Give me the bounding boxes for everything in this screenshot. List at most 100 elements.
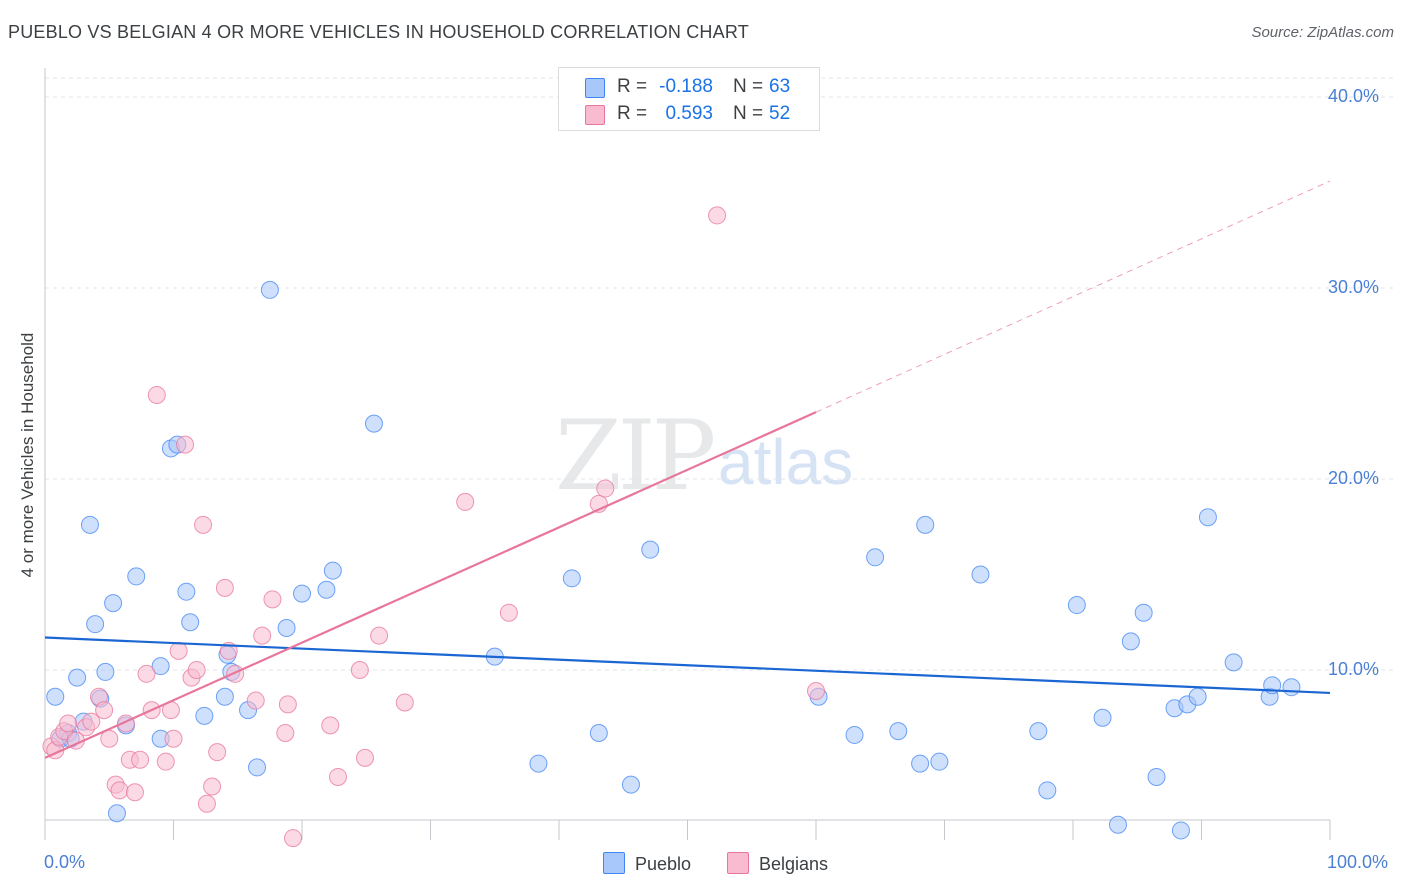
point-belgians-40	[321, 716, 340, 735]
point-pueblo-40	[866, 548, 885, 567]
trendline-extension-belgians	[815, 180, 1331, 413]
point-belgians-12	[110, 781, 129, 800]
x-tick-label-100: 100.0%	[1327, 852, 1389, 872]
chart-title: PUEBLO VS BELGIAN 4 OR MORE VEHICLES IN …	[8, 22, 749, 42]
point-belgians-42	[350, 661, 369, 679]
point-belgians-41	[328, 767, 347, 786]
point-pueblo-33	[529, 754, 548, 773]
point-pueblo-42	[911, 754, 930, 773]
point-pueblo-51	[1121, 632, 1140, 651]
point-pueblo-53	[1147, 767, 1166, 786]
point-belgians-34	[246, 691, 265, 710]
point-belgians-49	[596, 479, 615, 498]
point-belgians-38	[278, 695, 297, 714]
n-label: N =	[733, 76, 764, 97]
trendline-belgians	[44, 411, 817, 759]
point-belgians-36	[263, 590, 282, 609]
point-belgians-47	[499, 603, 518, 622]
n-value-belgians: 52	[769, 103, 791, 124]
point-pueblo-26	[260, 280, 279, 299]
point-pueblo-45	[971, 565, 990, 584]
point-belgians-50	[708, 206, 727, 225]
legend-label-pueblo: Pueblo	[635, 854, 692, 874]
point-pueblo-30	[323, 561, 342, 580]
point-pueblo-13	[127, 567, 146, 586]
point-belgians-26	[187, 661, 206, 679]
point-pueblo-44	[930, 752, 949, 771]
point-belgians-37	[276, 724, 295, 743]
point-pueblo-59	[1224, 653, 1243, 672]
point-pueblo-34	[562, 569, 581, 588]
point-pueblo-27	[277, 618, 296, 637]
r-value-belgians: 0.593	[665, 103, 713, 124]
point-belgians-29	[203, 777, 222, 796]
watermark-atlas: atlas	[718, 426, 854, 498]
point-belgians-10	[100, 729, 119, 748]
point-pueblo-43	[916, 515, 935, 534]
point-pueblo-4	[68, 668, 87, 687]
point-pueblo-11	[107, 804, 126, 823]
point-pueblo-62	[1282, 678, 1301, 697]
point-pueblo-10	[104, 594, 123, 613]
point-pueblo-7	[86, 615, 105, 634]
point-pueblo-49	[1093, 708, 1112, 727]
trendline-pueblo	[44, 636, 1331, 695]
y-tick-label-40: 40.0%	[1328, 86, 1380, 106]
point-belgians-4	[59, 714, 78, 733]
point-pueblo-58	[1198, 508, 1217, 527]
point-pueblo-9	[96, 662, 115, 681]
point-belgians-27	[194, 515, 213, 534]
point-pueblo-41	[889, 722, 908, 741]
point-pueblo-31	[364, 414, 383, 433]
point-pueblo-25	[248, 758, 267, 777]
legend-item-belgians[interactable]: Belgians	[727, 852, 828, 876]
x-tick-label-0: 0.0%	[44, 852, 86, 872]
y-tick-label-10: 10.0%	[1328, 659, 1380, 679]
point-pueblo-52	[1134, 603, 1153, 622]
point-pueblo-21	[215, 687, 234, 706]
point-pueblo-39	[845, 725, 864, 744]
y-tick-label-30: 30.0%	[1328, 277, 1380, 297]
point-belgians-17	[137, 664, 156, 683]
point-pueblo-20	[195, 706, 214, 725]
point-belgians-24	[176, 435, 195, 454]
point-belgians-44	[370, 626, 389, 645]
point-belgians-20	[156, 752, 175, 771]
stats-swatch-belgians	[585, 105, 605, 125]
point-belgians-39	[284, 829, 303, 848]
point-belgians-35	[253, 626, 272, 645]
n-label: N =	[733, 103, 764, 124]
point-belgians-33	[226, 664, 245, 683]
point-pueblo-29	[317, 580, 336, 599]
point-pueblo-50	[1108, 815, 1127, 834]
legend-swatch-belgians	[727, 852, 749, 874]
stats-box: R = -0.188 N = 63 R = 0.593 N = 52	[558, 67, 820, 131]
point-pueblo-46	[1029, 722, 1048, 741]
legend-swatch-pueblo	[603, 852, 625, 874]
point-belgians-51	[807, 682, 825, 701]
r-label: R =	[617, 103, 648, 124]
point-pueblo-57	[1188, 687, 1207, 706]
point-pueblo-37	[641, 540, 660, 559]
legend-item-pueblo[interactable]: Pueblo	[603, 852, 691, 876]
point-pueblo-18	[177, 582, 196, 601]
point-belgians-15	[125, 783, 144, 802]
point-belgians-28	[197, 794, 216, 813]
point-pueblo-36	[621, 775, 640, 794]
point-pueblo-14	[151, 657, 170, 676]
point-pueblo-48	[1067, 596, 1086, 615]
point-belgians-16	[131, 750, 150, 769]
y-tick-label-20: 20.0%	[1328, 468, 1380, 488]
point-belgians-23	[169, 641, 188, 660]
point-belgians-46	[456, 492, 475, 511]
point-belgians-30	[208, 743, 227, 762]
r-label: R =	[617, 76, 648, 97]
point-belgians-43	[355, 748, 374, 767]
point-belgians-9	[95, 701, 114, 720]
point-pueblo-0	[46, 687, 65, 706]
legend-label-belgians: Belgians	[759, 854, 829, 874]
point-belgians-22	[164, 729, 183, 748]
n-value-pueblo: 63	[769, 76, 791, 97]
stats-swatch-pueblo	[585, 78, 605, 98]
